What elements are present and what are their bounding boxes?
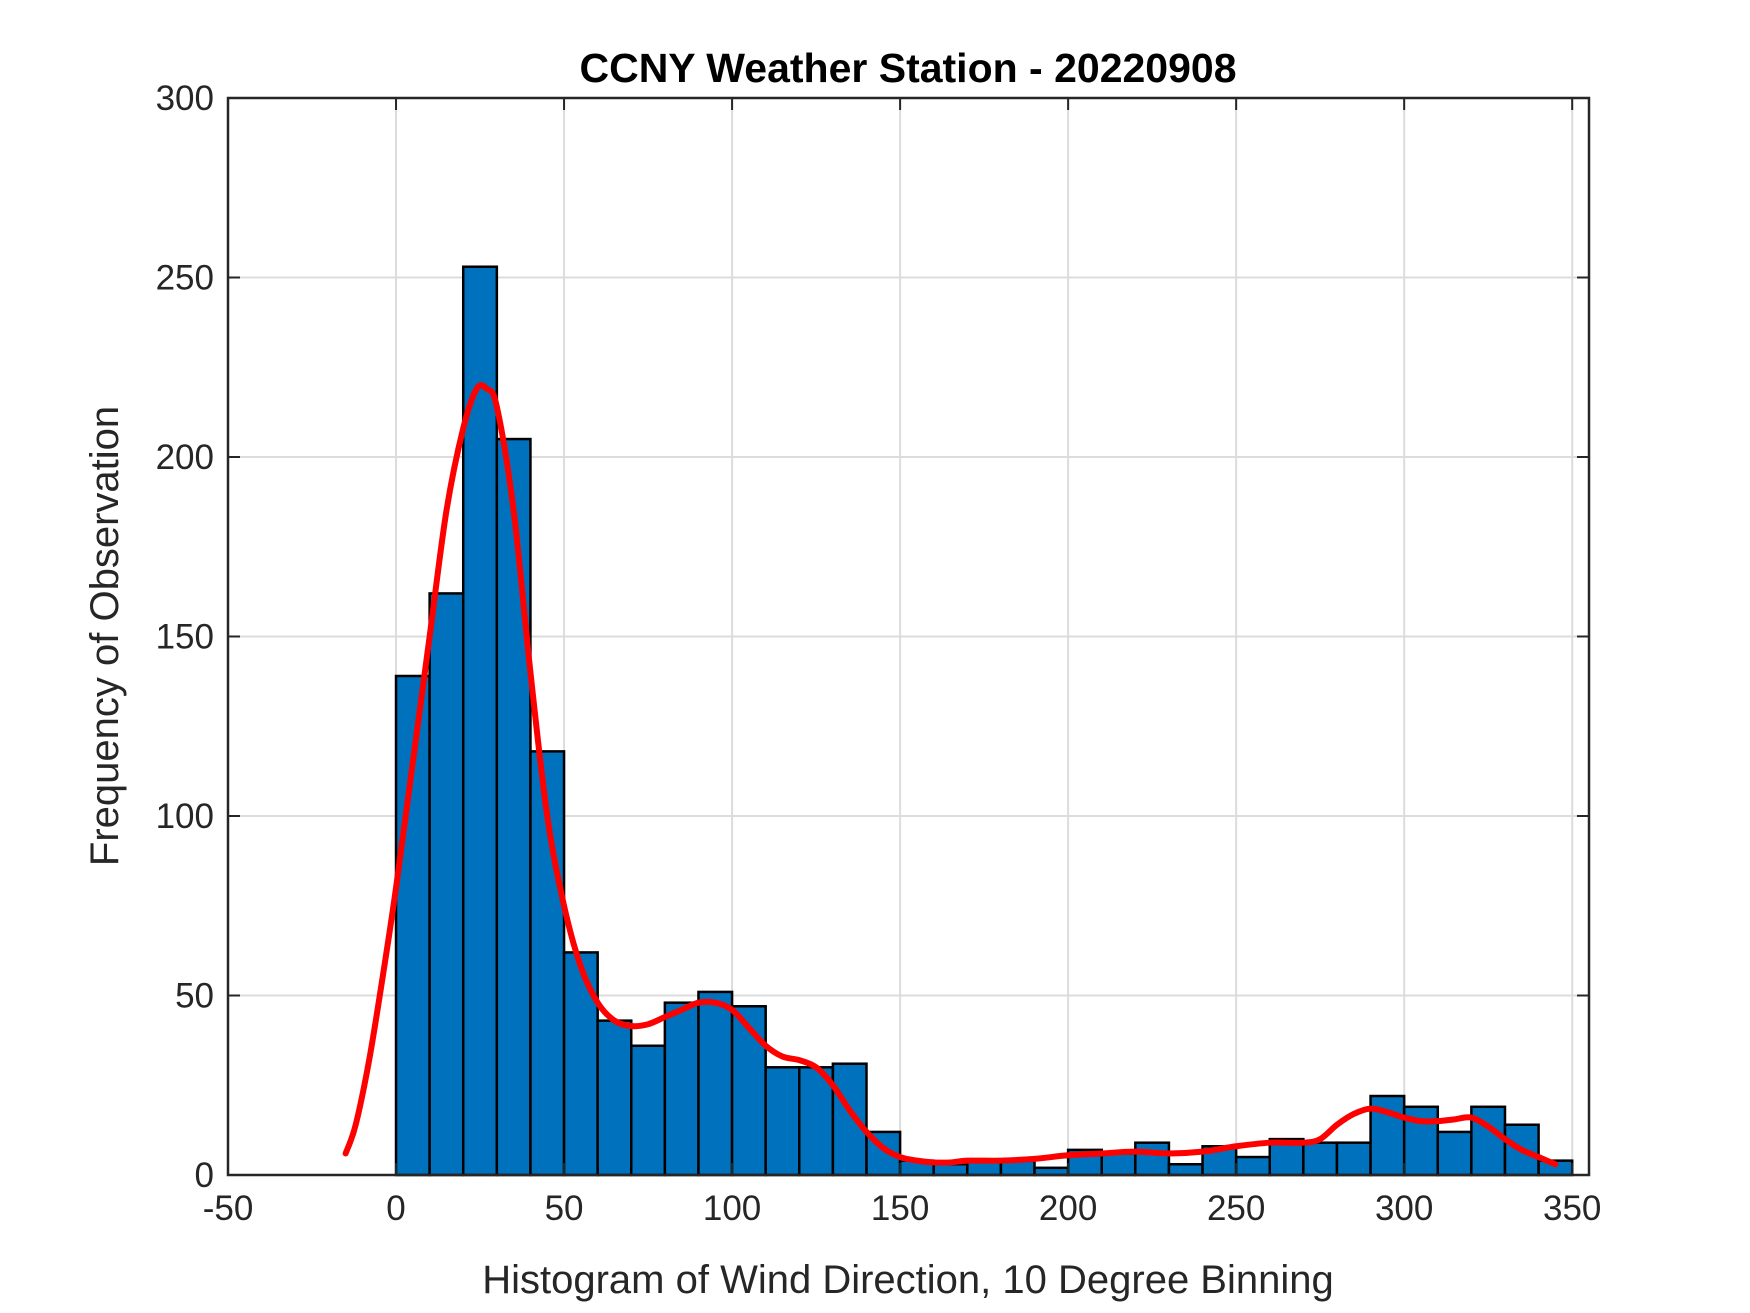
x-tick-label-6: 250 [1207,1189,1265,1228]
histogram-bar-9 [697,990,734,1177]
x-axis-label: Histogram of Wind Direction, 10 Degree B… [482,1258,1334,1302]
histogram-bar-6 [596,1019,633,1177]
histogram-bar-7 [630,1044,667,1177]
histogram-bar-28 [1335,1141,1372,1177]
x-axis-ticks: -50 0 50 100 150 200 250 300 350 [203,98,1601,1228]
histogram-bar-23 [1167,1162,1204,1177]
histogram-bar-13 [831,1062,868,1177]
histogram-bar-21 [1100,1152,1137,1177]
chart-title: CCNY Weather Station - 20220908 [579,45,1236,91]
x-tick-label-2: 50 [545,1189,584,1228]
y-tick-label-5: 250 [156,259,214,298]
histogram-bar-5 [562,951,599,1177]
x-tick-label-3: 100 [703,1189,761,1228]
density-curve-line [342,382,1559,1168]
histogram-bar-1 [428,592,465,1177]
histogram-bar-22 [1134,1141,1171,1177]
x-tick-label-7: 300 [1375,1189,1433,1228]
histogram-bars [394,265,1574,1177]
histogram-bar-8 [663,1001,700,1177]
x-tick-label-8: 350 [1543,1189,1601,1228]
y-tick-label-0: 0 [195,1156,214,1195]
x-tick-label-5: 200 [1039,1189,1097,1228]
density-curve-layer [342,382,1559,1168]
y-tick-label-2: 100 [156,797,214,836]
y-tick-label-1: 50 [175,977,214,1016]
y-axis-label: Frequency of Observation [83,406,127,866]
histogram-bar-27 [1302,1141,1339,1177]
x-tick-label-1: 0 [386,1189,405,1228]
x-tick-label-0: -50 [203,1189,254,1228]
y-tick-label-4: 200 [156,438,214,477]
histogram-bar-16 [932,1162,969,1177]
histogram-bar-31 [1436,1130,1473,1177]
y-axis-ticks: 0 50 100 150 200 250 300 [156,79,1589,1195]
histogram-bar-3 [495,437,532,1177]
y-tick-label-3: 150 [156,618,214,657]
y-tick-label-6: 300 [156,79,214,118]
histogram-bar-25 [1234,1155,1272,1177]
histogram-bar-11 [764,1066,801,1177]
x-tick-label-4: 150 [871,1189,929,1228]
